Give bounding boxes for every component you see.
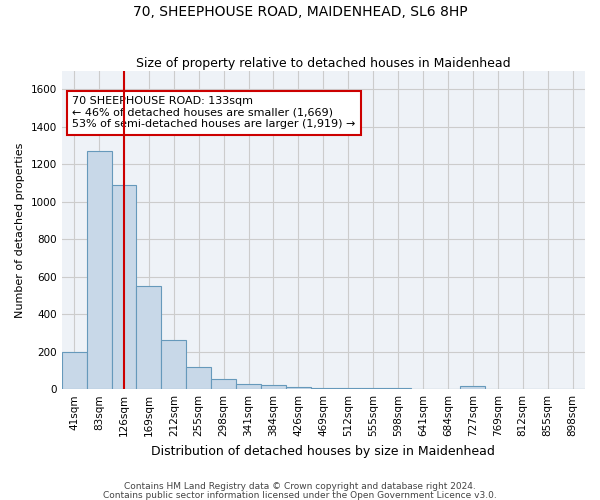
Text: Contains public sector information licensed under the Open Government Licence v3: Contains public sector information licen…: [103, 490, 497, 500]
Bar: [261, 386, 286, 389]
X-axis label: Distribution of detached houses by size in Maidenhead: Distribution of detached houses by size …: [151, 444, 495, 458]
Bar: [311, 388, 336, 389]
Bar: [386, 388, 410, 389]
Bar: [361, 388, 386, 389]
Bar: [86, 151, 112, 389]
Bar: [186, 366, 211, 389]
Y-axis label: Number of detached properties: Number of detached properties: [15, 142, 25, 318]
Text: Contains HM Land Registry data © Crown copyright and database right 2024.: Contains HM Land Registry data © Crown c…: [124, 482, 476, 491]
Bar: [336, 388, 361, 389]
Bar: [161, 340, 186, 389]
Bar: [460, 386, 485, 389]
Title: Size of property relative to detached houses in Maidenhead: Size of property relative to detached ho…: [136, 56, 511, 70]
Bar: [112, 185, 136, 389]
Bar: [211, 379, 236, 389]
Bar: [136, 286, 161, 389]
Text: 70, SHEEPHOUSE ROAD, MAIDENHEAD, SL6 8HP: 70, SHEEPHOUSE ROAD, MAIDENHEAD, SL6 8HP: [133, 5, 467, 19]
Text: 70 SHEEPHOUSE ROAD: 133sqm
← 46% of detached houses are smaller (1,669)
53% of s: 70 SHEEPHOUSE ROAD: 133sqm ← 46% of deta…: [72, 96, 356, 130]
Bar: [62, 352, 86, 389]
Bar: [236, 384, 261, 389]
Bar: [286, 388, 311, 389]
